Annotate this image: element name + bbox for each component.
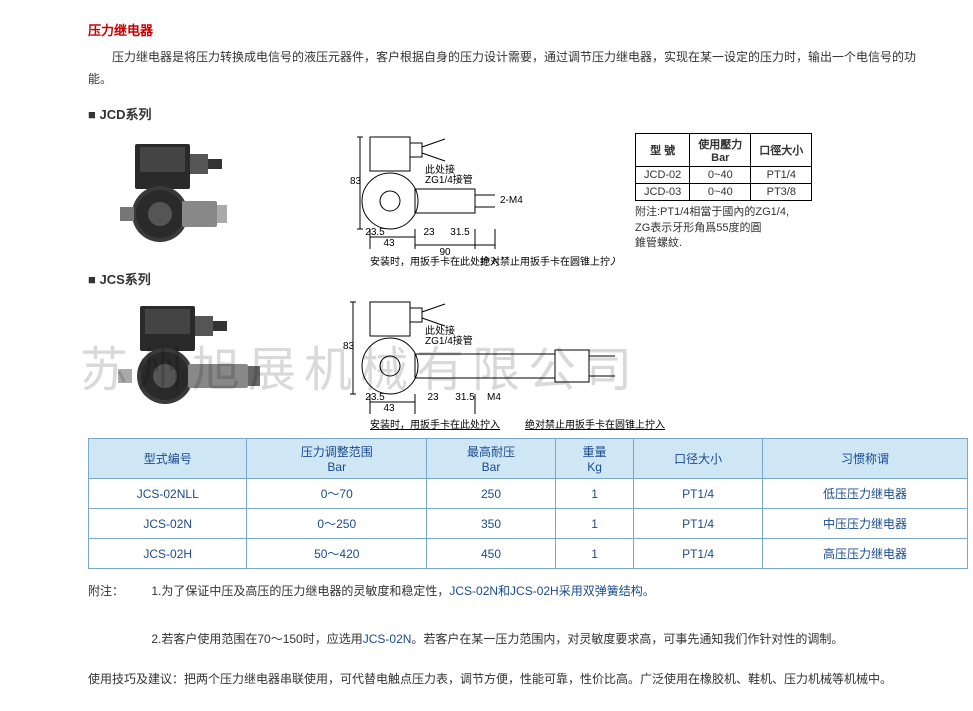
jcd-mini-table: 型 號 使用壓力Bar 口徑大小 JCD-02 0~40 PT1/4 JCD-0… (635, 133, 812, 201)
table-cell: 50～420 (247, 539, 427, 569)
svg-text:23: 23 (427, 392, 439, 403)
svg-text:43: 43 (383, 238, 395, 249)
mini-td: 0~40 (690, 184, 751, 201)
table-cell: 0～70 (247, 479, 427, 509)
th-range: 压力调整范围Bar (247, 439, 427, 479)
svg-text:2-M4: 2-M4 (500, 195, 523, 206)
table-cell: 450 (427, 539, 556, 569)
svg-text:83: 83 (343, 341, 355, 352)
svg-text:绝对禁止用扳手卡在圆锥上拧入: 绝对禁止用扳手卡在圆锥上拧入 (480, 255, 615, 268)
th-name: 习惯称谓 (763, 439, 968, 479)
mini-td: JCD-03 (636, 184, 690, 201)
svg-text:23: 23 (423, 227, 435, 238)
th-weight: 重量Kg (555, 439, 633, 479)
table-cell: 高压压力继电器 (763, 539, 968, 569)
notes-label: 附注： (88, 579, 148, 603)
svg-text:23.5: 23.5 (365, 227, 385, 238)
mini-td: 0~40 (690, 167, 751, 184)
jcs-row: 83 23.5 43 23 31.5 M4 此处接ZG1/4接管 安装时，用扳手… (100, 294, 933, 424)
svg-text:43: 43 (383, 403, 395, 414)
table-cell: PT1/4 (634, 509, 763, 539)
table-header-row: 型式编号 压力调整范围Bar 最高耐压Bar 重量Kg 口径大小 习惯称谓 (89, 439, 968, 479)
notes-block: 附注： 1.为了保证中压及高压的压力继电器的灵敏度和稳定性，JCS-02N和JC… (88, 579, 933, 651)
svg-text:31.5: 31.5 (455, 392, 475, 403)
table-cell: 250 (427, 479, 556, 509)
table-cell: 1 (555, 539, 633, 569)
mini-td: PT3/8 (751, 184, 812, 201)
jcd-row: 83 23.5 43 23 31.5 90 2-M4 此处接ZG1/4接管 安装… (100, 129, 933, 259)
table-row: JCS-02NLL0～702501PT1/4低压压力继电器 (89, 479, 968, 509)
table-cell: 0～250 (247, 509, 427, 539)
table-cell: PT1/4 (634, 539, 763, 569)
note-1-link: JCS-02N和JCS-02H采用双弹簧结构。 (449, 584, 654, 598)
note-2-pre: 2.若客户使用范围在70～150时，应选用 (151, 632, 362, 646)
intro-paragraph: 压力继电器是将压力转换成电信号的液压元器件，客户根据自身的压力设计需要，通过调节… (88, 47, 933, 90)
jcd-photo (100, 129, 275, 259)
jcd-diagram: 83 23.5 43 23 31.5 90 2-M4 此处接ZG1/4接管 安装… (315, 129, 933, 259)
table-cell: PT1/4 (634, 479, 763, 509)
table-cell: 1 (555, 509, 633, 539)
table-cell: 350 (427, 509, 556, 539)
note-2-link: JCS-02N (363, 632, 412, 646)
jcs-diagram: 83 23.5 43 23 31.5 M4 此处接ZG1/4接管 安装时，用扳手… (315, 294, 933, 424)
svg-text:23.5: 23.5 (365, 392, 385, 403)
table-cell: JCS-02NLL (89, 479, 247, 509)
svg-text:M4: M4 (487, 392, 501, 403)
svg-text:31.5: 31.5 (450, 227, 470, 238)
jcd-series-label: ■ JCD系列 (88, 104, 933, 123)
page-title: 压力继电器 (88, 20, 933, 39)
mini-th: 口徑大小 (751, 134, 812, 167)
table-cell: 低压压力继电器 (763, 479, 968, 509)
table-cell: 中压压力继电器 (763, 509, 968, 539)
usage-tips: 使用技巧及建议：把两个压力继电器串联使用，可代替电触点压力表，调节方便，性能可靠… (88, 669, 933, 691)
th-max: 最高耐压Bar (427, 439, 556, 479)
mini-th: 型 號 (636, 134, 690, 167)
table-cell: JCS-02H (89, 539, 247, 569)
table-row: JCS-02N0～2503501PT1/4中压压力继电器 (89, 509, 968, 539)
mini-table-note: 附注:PT1/4相當于國內的ZG1/4,ZG表示牙形角爲55度的圓錐管螺紋. (635, 205, 812, 251)
mini-th: 使用壓力Bar (690, 134, 751, 167)
main-spec-table: 型式编号 压力调整范围Bar 最高耐压Bar 重量Kg 口径大小 习惯称谓 JC… (88, 438, 968, 569)
table-cell: 1 (555, 479, 633, 509)
table-row: JCS-02H50～4204501PT1/4高压压力继电器 (89, 539, 968, 569)
jcs-series-label: ■ JCS系列 (88, 269, 933, 288)
note-1-pre: 1.为了保证中压及高压的压力继电器的灵敏度和稳定性， (151, 584, 449, 598)
th-model: 型式编号 (89, 439, 247, 479)
table-cell: JCS-02N (89, 509, 247, 539)
svg-text:83: 83 (350, 176, 362, 187)
mini-td: JCD-02 (636, 167, 690, 184)
svg-text:此处接ZG1/4接管: 此处接ZG1/4接管 (425, 163, 473, 186)
note-2-post: 。若客户在某一压力范围内，对灵敏度要求高，可事先通知我们作针对性的调制。 (411, 632, 843, 646)
jcs-photo (100, 294, 275, 424)
svg-text:此处接ZG1/4接管: 此处接ZG1/4接管 (425, 324, 473, 347)
svg-text:绝对禁止用扳手卡在圆锥上拧入: 绝对禁止用扳手卡在圆锥上拧入 (525, 418, 665, 431)
svg-text:安装时，用扳手卡在此处拧入: 安装时，用扳手卡在此处拧入 (370, 418, 500, 431)
mini-td: PT1/4 (751, 167, 812, 184)
th-port: 口径大小 (634, 439, 763, 479)
